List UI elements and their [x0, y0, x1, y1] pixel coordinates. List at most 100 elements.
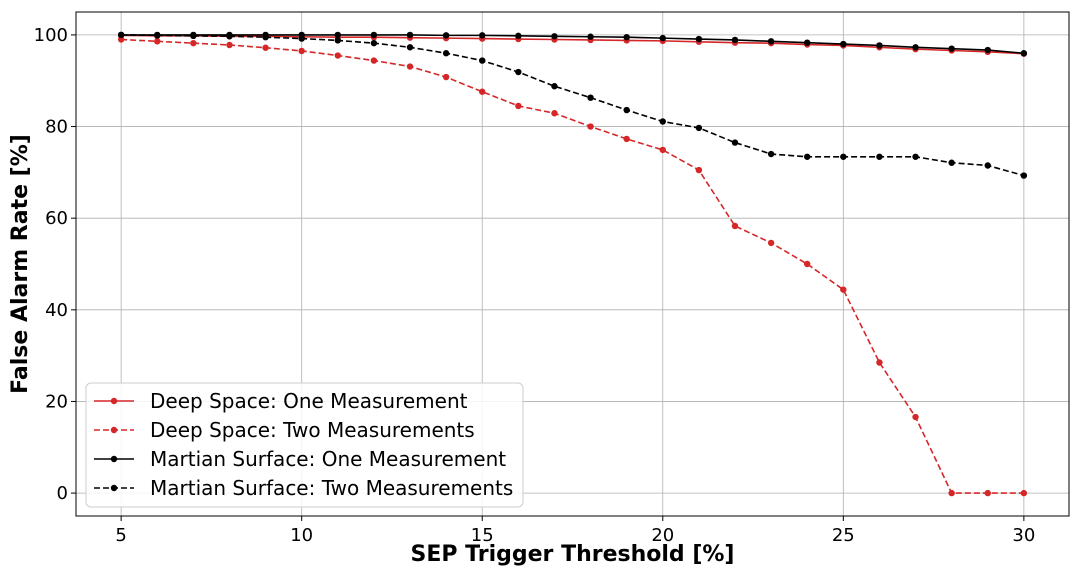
data-point	[1020, 50, 1028, 57]
data-point	[370, 57, 378, 64]
x-tick-label: 5	[115, 525, 126, 546]
data-point	[659, 118, 666, 125]
y-axis-title: False Alarm Rate [%]	[8, 134, 33, 394]
plot-frame	[75, 11, 1070, 517]
data-point	[840, 153, 847, 160]
data-point	[695, 124, 703, 132]
data-point	[117, 36, 125, 43]
data-point	[190, 39, 197, 47]
data-point	[154, 38, 161, 45]
data-point	[731, 222, 739, 230]
data-point	[840, 286, 847, 293]
data-point	[479, 88, 486, 95]
data-point	[515, 32, 522, 40]
series-line	[121, 34, 1024, 55]
data-point	[659, 34, 666, 42]
data-point	[334, 31, 341, 39]
data-point	[587, 94, 594, 101]
data-point	[948, 489, 955, 497]
data-point	[912, 413, 919, 421]
data-point	[767, 38, 775, 45]
data-point	[479, 32, 486, 39]
data-point	[587, 33, 594, 40]
data-point	[334, 52, 341, 59]
data-point	[262, 34, 269, 41]
legend-item: Martian Surface: Two Measurements	[94, 476, 513, 500]
y-axis: 0 20 40 60 80 100	[34, 25, 76, 504]
data-point	[190, 32, 197, 40]
data-point	[226, 33, 233, 40]
data-point	[587, 123, 594, 130]
data-point	[515, 102, 522, 110]
x-axis: 5 10 15 20 25 30	[115, 516, 1035, 546]
data-point	[731, 139, 739, 146]
data-point	[1020, 489, 1028, 497]
legend-item: Martian Surface: One Measurement	[94, 447, 506, 471]
data-point	[1020, 172, 1028, 179]
series-4	[117, 31, 1028, 179]
data-point	[767, 150, 775, 158]
data-point	[442, 50, 450, 57]
data-point	[804, 39, 811, 46]
data-point	[442, 73, 450, 81]
data-point	[551, 110, 558, 117]
legend-marker	[110, 484, 118, 492]
data-point	[623, 106, 630, 114]
data-point	[334, 37, 341, 44]
legend-item: Deep Space: Two Measurements	[94, 418, 475, 442]
data-point	[370, 39, 378, 47]
x-tick-label: 30	[1012, 525, 1035, 546]
series-3	[117, 31, 1028, 57]
y-tick-label: 0	[57, 483, 68, 504]
y-tick-label: 40	[45, 300, 68, 321]
x-tick-label: 25	[832, 525, 855, 546]
data-point	[984, 46, 991, 54]
x-tick-label: 10	[290, 525, 313, 546]
legend-marker	[110, 426, 118, 434]
x-tick-label: 15	[471, 525, 494, 546]
x-tick-label: 20	[651, 525, 674, 546]
legend-item: Deep Space: One Measurement	[94, 389, 468, 413]
data-point	[298, 35, 305, 42]
data-point	[406, 31, 414, 39]
series-line	[121, 34, 1024, 55]
data-point	[515, 68, 522, 76]
data-point	[876, 359, 883, 366]
data-point	[623, 34, 630, 41]
series-line	[121, 34, 1025, 177]
data-point	[117, 31, 125, 39]
legend-label: Martian Surface: Two Measurements	[150, 476, 513, 500]
legend: Deep Space: One Measurement Deep Space: T…	[85, 382, 524, 508]
data-point	[226, 41, 233, 49]
data-point	[551, 33, 558, 40]
data-point	[406, 44, 414, 51]
data-point	[767, 239, 775, 247]
data-point	[551, 83, 558, 90]
data-point	[479, 57, 486, 64]
series-2	[117, 36, 1028, 497]
data-point	[298, 47, 305, 55]
legend-label: Martian Surface: One Measurement	[150, 447, 506, 471]
data-point	[912, 153, 919, 160]
data-point	[984, 162, 991, 169]
x-axis-title: SEP Trigger Threshold [%]	[411, 542, 735, 567]
data-point	[262, 44, 269, 51]
legend-frame	[85, 382, 524, 508]
series-group	[117, 31, 1028, 497]
y-tick-label: 20	[45, 391, 68, 412]
data-point	[804, 260, 811, 268]
data-point	[876, 42, 883, 49]
data-point	[731, 36, 739, 44]
legend-label: Deep Space: Two Measurements	[150, 418, 475, 442]
legend-marker	[110, 455, 118, 463]
legend-marker	[110, 397, 118, 405]
data-point	[948, 159, 955, 166]
data-point	[695, 35, 703, 43]
data-point	[406, 63, 414, 70]
data-point	[370, 31, 378, 39]
data-point	[442, 32, 450, 39]
data-point	[623, 135, 630, 143]
data-point	[695, 166, 703, 174]
legend-label: Deep Space: One Measurement	[150, 389, 468, 413]
